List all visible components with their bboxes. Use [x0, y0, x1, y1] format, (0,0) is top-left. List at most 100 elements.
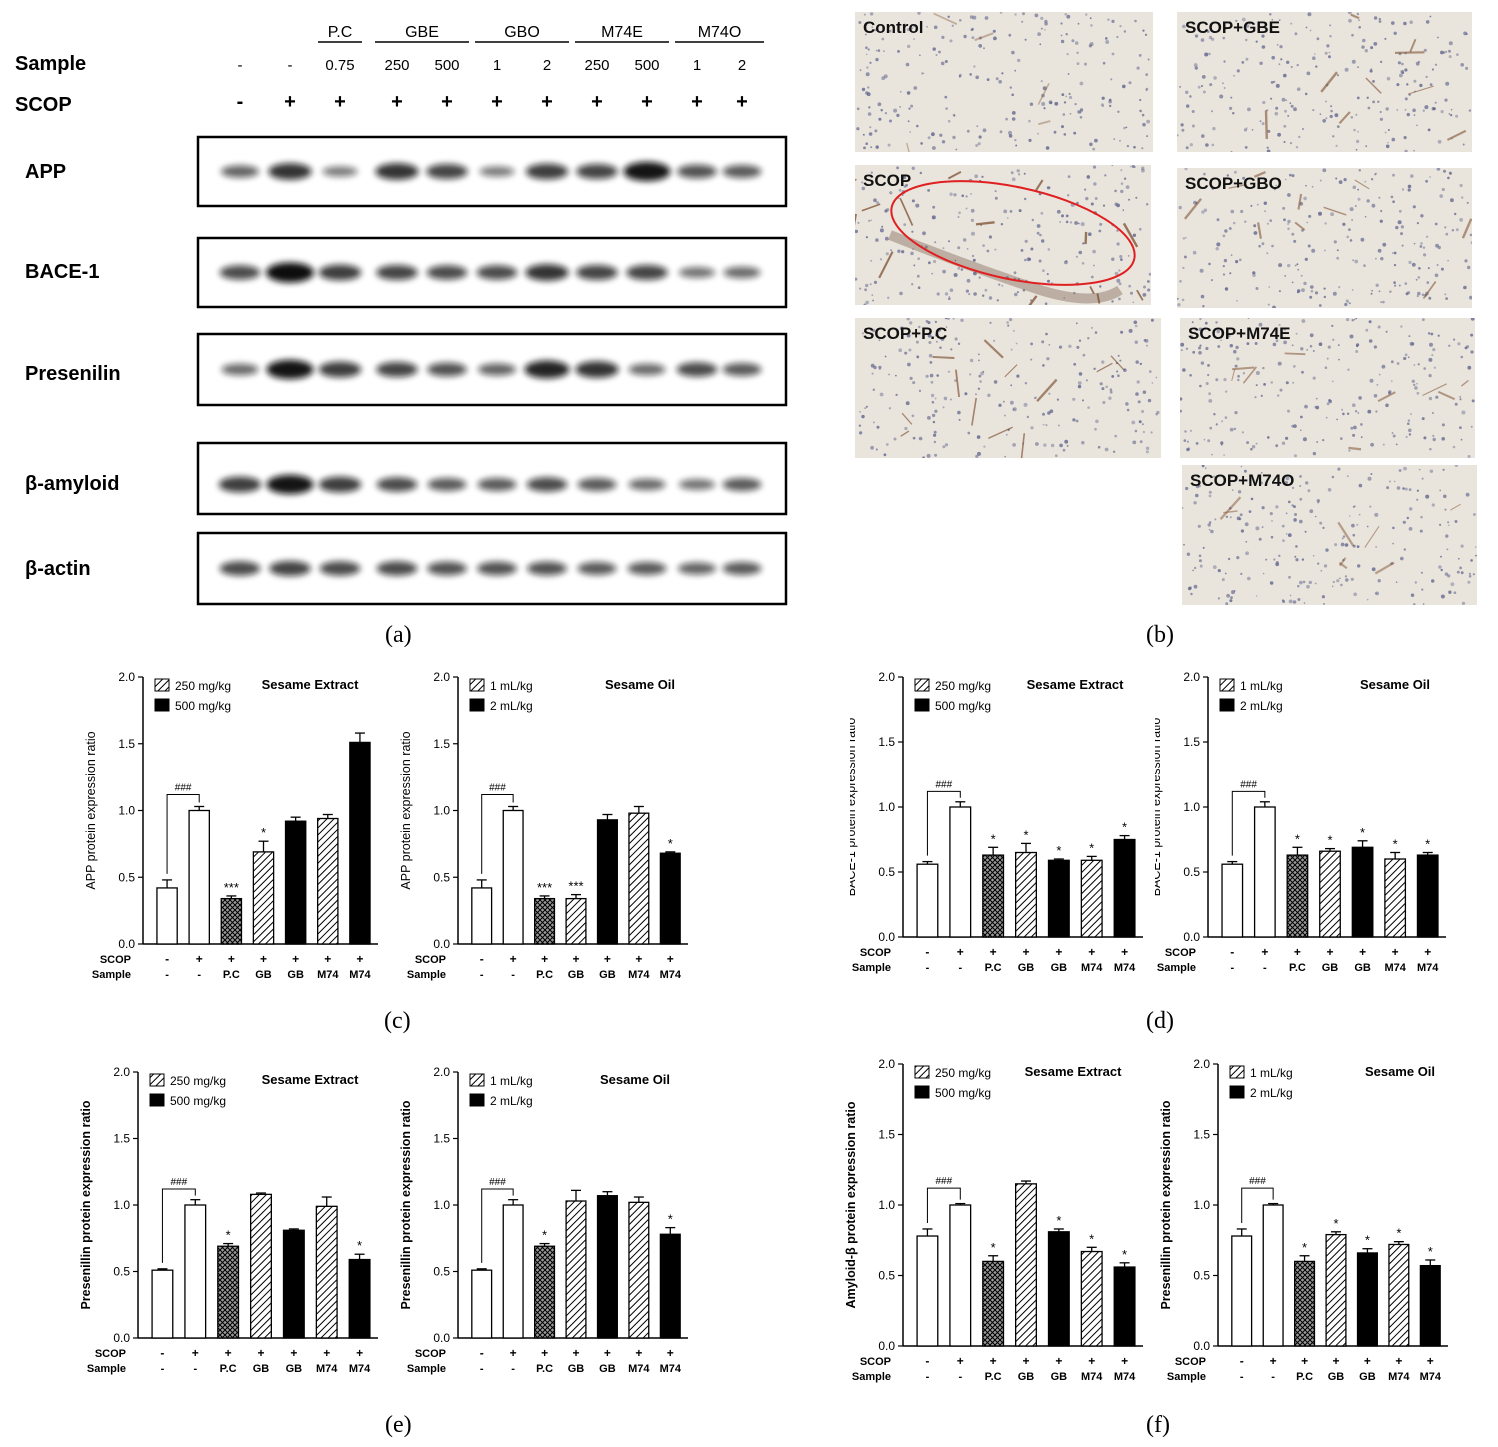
significance-star: *: [1327, 833, 1332, 848]
scop-tick: +: [356, 952, 363, 966]
scop-tick: -: [925, 1354, 929, 1368]
sample-tick: -: [165, 969, 169, 981]
bar: [1416, 854, 1439, 938]
scop-tick: +: [196, 952, 203, 966]
significance-star: *: [1056, 1213, 1061, 1228]
sample-tick: -: [480, 969, 484, 981]
bar: [156, 887, 178, 945]
sample-tick: P.C: [985, 1371, 1002, 1383]
y-tick-label: 0.0: [1183, 930, 1200, 944]
sample-tick: P.C: [1296, 1371, 1313, 1383]
scop-value: +: [441, 91, 453, 113]
blot-band: [526, 477, 568, 492]
scop-tick: +: [323, 1346, 330, 1360]
chart-app-oil: 0.0 0.5 1.0 1.5 2.0 APP protein expression ra…: [399, 670, 688, 981]
scop-value: +: [391, 91, 403, 113]
blot-band: [479, 166, 515, 177]
sample-tick: M74: [1388, 1371, 1410, 1383]
blot-band: [376, 361, 418, 378]
y-tick-label: 0.5: [878, 1269, 895, 1283]
sample-row-label: Sample: [407, 969, 446, 981]
sample-value: 500: [634, 57, 659, 74]
bar: [628, 812, 650, 945]
y-tick-label: 0.0: [433, 1331, 450, 1345]
sample-tick: -: [926, 1371, 930, 1383]
sample-value: 500: [434, 57, 459, 74]
protein-label-amyloid: β-amyloid: [25, 473, 119, 495]
y-tick-label: 1.0: [1183, 800, 1200, 814]
blot-band: [527, 561, 567, 576]
significance-star: *: [668, 836, 673, 851]
legend-label: 500 mg/kg: [935, 699, 991, 713]
blot-band: [525, 163, 569, 180]
scop-tick: +: [1261, 945, 1268, 959]
scop-tick: +: [1055, 1354, 1062, 1368]
y-axis-label: Presenillin protein expression ratio: [79, 1100, 93, 1309]
bar: [315, 1205, 338, 1339]
sample-row-label: Sample: [15, 53, 86, 75]
bar: [596, 1195, 618, 1339]
blot-band: [722, 165, 762, 178]
ihc-tile-label: SCOP+GBO: [1185, 174, 1282, 193]
chart-presenilin-oil: 0.0 0.5 1.0 1.5 2.0 Presenillin protein expre…: [399, 1065, 688, 1375]
ihc-tile-control: Control: [855, 12, 1153, 152]
scop-tick: +: [356, 1346, 363, 1360]
significance-star: ***: [568, 879, 583, 894]
group-label-gbe: GBE: [405, 24, 439, 41]
blot-band: [266, 359, 314, 380]
bar: [188, 809, 210, 945]
y-tick-label: 2.0: [113, 1065, 130, 1079]
bar: [1356, 1252, 1378, 1347]
protein-label-bace-1: BACE-1: [25, 261, 99, 283]
blot-band: [576, 163, 618, 180]
bar: [1221, 863, 1244, 938]
sample-tick: -: [1263, 962, 1267, 974]
blot-band: [477, 363, 517, 376]
scop-tick: +: [192, 1346, 199, 1360]
legend-label: 2 mL/kg: [1250, 1086, 1293, 1100]
blot-band: [623, 161, 671, 182]
blot-band: [319, 561, 361, 576]
scop-row-label: SCOP: [15, 94, 72, 116]
bracket-label: ###: [1240, 779, 1257, 790]
sample-tick: -: [511, 1363, 515, 1375]
blot-band: [427, 362, 467, 377]
chart-amyloid-extract: 0.0 0.5 1.0 1.5 2.0 Amyloid-β protein express…: [844, 1057, 1143, 1383]
ihc-tile-scop-gbo: SCOP+GBO: [1177, 168, 1472, 308]
chart-presenilin-extract: 0.0 0.5 1.0 1.5 2.0 Presenillin protein expre…: [79, 1065, 378, 1375]
bar: [534, 897, 556, 945]
scop-tick: +: [510, 1346, 517, 1360]
scop-tick: -: [480, 952, 484, 966]
bar: [220, 897, 243, 945]
sample-tick: P.C: [220, 1363, 237, 1375]
panel-letter-c: (c): [384, 1008, 411, 1034]
sample-tick: -: [926, 962, 930, 974]
western-blot-panel: P.C GBE GBO M74E M74O Sample SCOP - - 0.75 250 500 1…: [15, 24, 788, 606]
significance-star: *: [1302, 1240, 1307, 1255]
y-tick-label: 1.5: [433, 1132, 450, 1146]
bar: [151, 1269, 174, 1339]
chart-title: Sesame Extract: [1025, 1064, 1123, 1079]
significance-star: *: [1333, 1216, 1338, 1231]
legend-label: 1 mL/kg: [1250, 1066, 1293, 1080]
blot-band: [524, 360, 570, 379]
bar: [1388, 1243, 1410, 1347]
scop-tick: -: [1230, 945, 1234, 959]
y-tick-label: 0.0: [1193, 1339, 1210, 1353]
bar: [1286, 854, 1309, 938]
blot-band: [477, 561, 517, 576]
ihc-tile-label: SCOP+M74E: [1188, 324, 1291, 343]
sample-tick: -: [197, 969, 201, 981]
legend-swatch: [154, 678, 170, 692]
sample-tick: M74: [660, 1363, 682, 1375]
sample-row-label: Sample: [1157, 962, 1196, 974]
y-tick-label: 2.0: [433, 670, 450, 684]
bar: [1231, 1235, 1253, 1347]
sample-row-label: Sample: [407, 1363, 446, 1375]
scop-tick: +: [604, 952, 611, 966]
scop-tick: +: [1424, 945, 1431, 959]
significance-star: *: [226, 1228, 231, 1243]
scop-tick: +: [957, 1354, 964, 1368]
legend-label: 2 mL/kg: [1240, 699, 1283, 713]
scop-tick: +: [572, 1346, 579, 1360]
